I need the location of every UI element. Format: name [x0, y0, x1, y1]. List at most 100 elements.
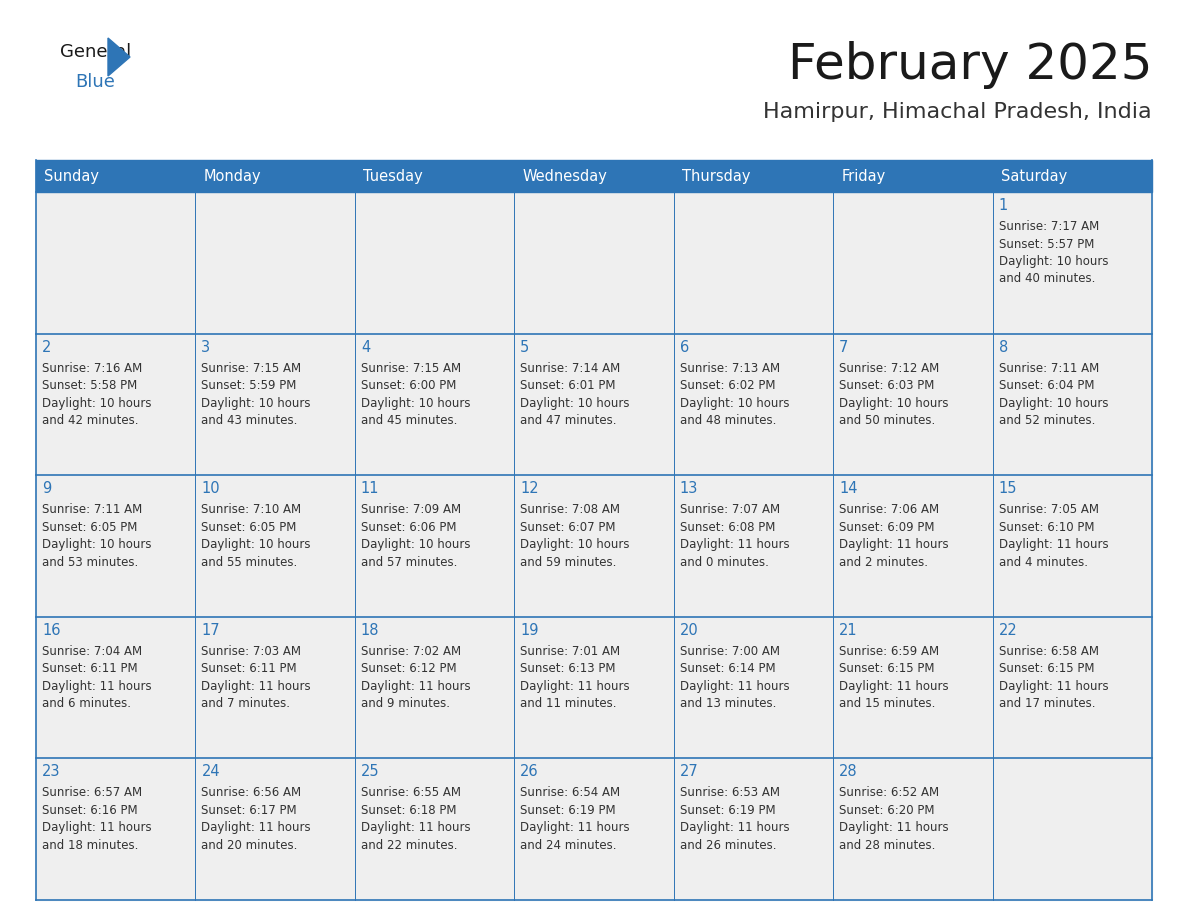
Text: Daylight: 11 hours: Daylight: 11 hours [839, 680, 949, 693]
Bar [36, 333, 1152, 476]
Text: 10: 10 [202, 481, 220, 497]
Text: Sunrise: 7:02 AM: Sunrise: 7:02 AM [361, 644, 461, 658]
Text: 3: 3 [202, 340, 210, 354]
Text: Daylight: 10 hours: Daylight: 10 hours [999, 255, 1108, 268]
Text: Sunset: 6:06 PM: Sunset: 6:06 PM [361, 521, 456, 533]
Text: and 2 minutes.: and 2 minutes. [839, 555, 928, 568]
Text: Sunset: 6:01 PM: Sunset: 6:01 PM [520, 379, 615, 392]
Text: Daylight: 10 hours: Daylight: 10 hours [42, 397, 152, 409]
Text: Sunset: 6:05 PM: Sunset: 6:05 PM [42, 521, 138, 533]
Text: 2: 2 [42, 340, 51, 354]
Text: Sunrise: 6:55 AM: Sunrise: 6:55 AM [361, 787, 461, 800]
Text: Daylight: 11 hours: Daylight: 11 hours [839, 538, 949, 551]
Text: Sunset: 6:12 PM: Sunset: 6:12 PM [361, 662, 456, 676]
Text: Daylight: 11 hours: Daylight: 11 hours [680, 680, 789, 693]
Text: Sunset: 6:04 PM: Sunset: 6:04 PM [999, 379, 1094, 392]
Text: General: General [61, 43, 131, 61]
Text: Daylight: 11 hours: Daylight: 11 hours [999, 680, 1108, 693]
Bar [36, 192, 1152, 333]
Text: Sunset: 6:16 PM: Sunset: 6:16 PM [42, 804, 138, 817]
Text: Sunset: 6:14 PM: Sunset: 6:14 PM [680, 662, 776, 676]
Text: Sunrise: 7:01 AM: Sunrise: 7:01 AM [520, 644, 620, 658]
Bar [36, 758, 1152, 900]
Text: Daylight: 10 hours: Daylight: 10 hours [839, 397, 949, 409]
Text: Tuesday: Tuesday [362, 169, 423, 184]
Text: Blue: Blue [75, 73, 115, 91]
Text: Daylight: 11 hours: Daylight: 11 hours [361, 680, 470, 693]
Text: and 43 minutes.: and 43 minutes. [202, 414, 298, 427]
Text: 19: 19 [520, 622, 539, 638]
Text: and 22 minutes.: and 22 minutes. [361, 839, 457, 852]
Text: and 59 minutes.: and 59 minutes. [520, 555, 617, 568]
Text: Daylight: 11 hours: Daylight: 11 hours [839, 822, 949, 834]
Text: Sunset: 6:19 PM: Sunset: 6:19 PM [520, 804, 615, 817]
Text: Friday: Friday [841, 169, 885, 184]
Text: Daylight: 10 hours: Daylight: 10 hours [42, 538, 152, 551]
Text: Sunset: 6:03 PM: Sunset: 6:03 PM [839, 379, 935, 392]
Text: Daylight: 10 hours: Daylight: 10 hours [680, 397, 789, 409]
Text: Sunrise: 7:13 AM: Sunrise: 7:13 AM [680, 362, 779, 375]
Text: Daylight: 11 hours: Daylight: 11 hours [202, 680, 311, 693]
Text: Sunset: 6:15 PM: Sunset: 6:15 PM [839, 662, 935, 676]
Text: 27: 27 [680, 765, 699, 779]
Text: Sunset: 6:17 PM: Sunset: 6:17 PM [202, 804, 297, 817]
Text: Sunrise: 7:08 AM: Sunrise: 7:08 AM [520, 503, 620, 516]
Text: Sunset: 6:07 PM: Sunset: 6:07 PM [520, 521, 615, 533]
Text: February 2025: February 2025 [788, 41, 1152, 89]
Text: Sunrise: 7:17 AM: Sunrise: 7:17 AM [999, 220, 1099, 233]
Text: 14: 14 [839, 481, 858, 497]
Text: Sunset: 5:58 PM: Sunset: 5:58 PM [42, 379, 138, 392]
Text: Sunrise: 6:57 AM: Sunrise: 6:57 AM [42, 787, 143, 800]
Text: Daylight: 10 hours: Daylight: 10 hours [999, 397, 1108, 409]
Text: and 7 minutes.: and 7 minutes. [202, 698, 290, 711]
Text: 17: 17 [202, 622, 220, 638]
Text: Sunrise: 6:52 AM: Sunrise: 6:52 AM [839, 787, 940, 800]
Text: Sunrise: 7:07 AM: Sunrise: 7:07 AM [680, 503, 779, 516]
Text: and 55 minutes.: and 55 minutes. [202, 555, 298, 568]
Text: Sunrise: 7:16 AM: Sunrise: 7:16 AM [42, 362, 143, 375]
Text: Sunset: 6:00 PM: Sunset: 6:00 PM [361, 379, 456, 392]
Text: Sunrise: 6:56 AM: Sunrise: 6:56 AM [202, 787, 302, 800]
Text: Sunrise: 7:11 AM: Sunrise: 7:11 AM [999, 362, 1099, 375]
Text: Sunrise: 7:10 AM: Sunrise: 7:10 AM [202, 503, 302, 516]
Text: Sunset: 6:05 PM: Sunset: 6:05 PM [202, 521, 297, 533]
Text: 4: 4 [361, 340, 371, 354]
Text: 16: 16 [42, 622, 61, 638]
Text: 22: 22 [999, 622, 1017, 638]
Text: Daylight: 10 hours: Daylight: 10 hours [202, 538, 311, 551]
Text: Sunset: 6:09 PM: Sunset: 6:09 PM [839, 521, 935, 533]
Text: Sunset: 6:18 PM: Sunset: 6:18 PM [361, 804, 456, 817]
Text: Thursday: Thursday [682, 169, 750, 184]
Text: and 11 minutes.: and 11 minutes. [520, 698, 617, 711]
Text: 20: 20 [680, 622, 699, 638]
Text: and 50 minutes.: and 50 minutes. [839, 414, 935, 427]
Text: Sunset: 5:59 PM: Sunset: 5:59 PM [202, 379, 297, 392]
Text: Sunrise: 7:09 AM: Sunrise: 7:09 AM [361, 503, 461, 516]
Text: Saturday: Saturday [1000, 169, 1067, 184]
Text: Sunrise: 7:14 AM: Sunrise: 7:14 AM [520, 362, 620, 375]
Text: Sunrise: 7:12 AM: Sunrise: 7:12 AM [839, 362, 940, 375]
Text: Daylight: 11 hours: Daylight: 11 hours [999, 538, 1108, 551]
Text: 24: 24 [202, 765, 220, 779]
Text: Daylight: 11 hours: Daylight: 11 hours [520, 680, 630, 693]
Text: 28: 28 [839, 765, 858, 779]
Text: Sunset: 6:11 PM: Sunset: 6:11 PM [42, 662, 138, 676]
Bar [36, 617, 1152, 758]
Text: Daylight: 10 hours: Daylight: 10 hours [202, 397, 311, 409]
Text: 15: 15 [999, 481, 1017, 497]
Text: Daylight: 11 hours: Daylight: 11 hours [202, 822, 311, 834]
Text: Daylight: 10 hours: Daylight: 10 hours [520, 538, 630, 551]
Text: Daylight: 10 hours: Daylight: 10 hours [361, 538, 470, 551]
Text: Daylight: 11 hours: Daylight: 11 hours [361, 822, 470, 834]
Text: Hamirpur, Himachal Pradesh, India: Hamirpur, Himachal Pradesh, India [764, 102, 1152, 122]
Text: and 28 minutes.: and 28 minutes. [839, 839, 935, 852]
Text: Sunrise: 7:15 AM: Sunrise: 7:15 AM [361, 362, 461, 375]
Text: and 18 minutes.: and 18 minutes. [42, 839, 138, 852]
Text: Sunset: 6:02 PM: Sunset: 6:02 PM [680, 379, 776, 392]
Text: and 0 minutes.: and 0 minutes. [680, 555, 769, 568]
Text: Sunrise: 7:03 AM: Sunrise: 7:03 AM [202, 644, 302, 658]
Text: and 57 minutes.: and 57 minutes. [361, 555, 457, 568]
Text: 12: 12 [520, 481, 539, 497]
Text: Daylight: 11 hours: Daylight: 11 hours [42, 680, 152, 693]
Text: 8: 8 [999, 340, 1007, 354]
